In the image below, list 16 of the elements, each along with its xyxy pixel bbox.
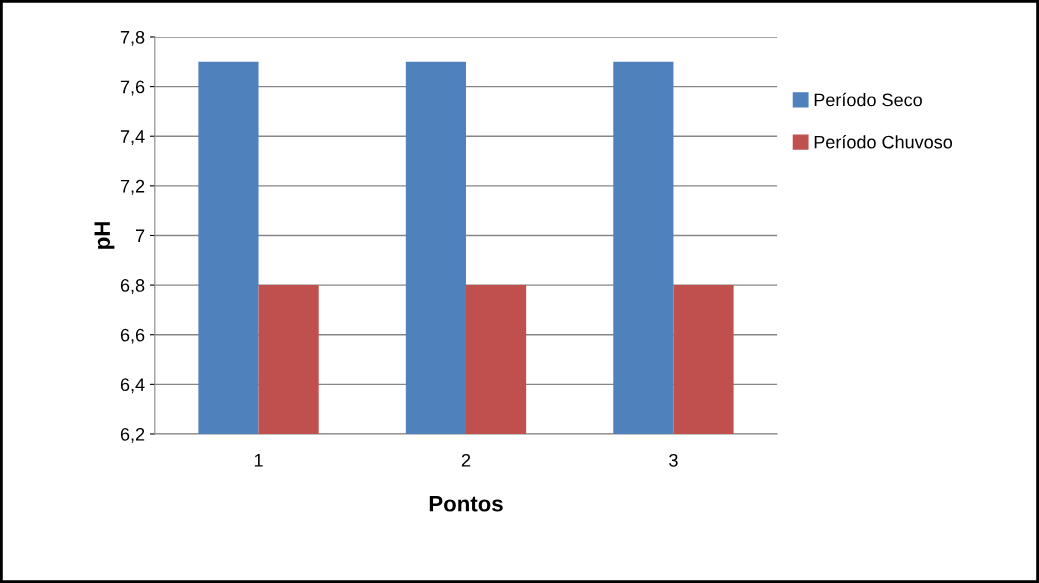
y-tick-label: 7 bbox=[135, 229, 145, 243]
y-tick-label: 7,6 bbox=[120, 80, 145, 96]
y-tick-label: 6,4 bbox=[120, 378, 145, 394]
y-tick-label: 7,2 bbox=[120, 179, 145, 195]
y-axis-title: pH bbox=[94, 222, 115, 249]
x-tick-label: 1 bbox=[254, 454, 263, 467]
legend-label: Período Seco bbox=[814, 92, 922, 107]
x-tick-label: 3 bbox=[669, 453, 678, 467]
y-tick-label: 6,8 bbox=[120, 279, 145, 294]
y-tick-label: 6,2 bbox=[120, 427, 145, 443]
y-tick-label: 6,6 bbox=[120, 328, 145, 344]
legend-label: Período Chuvoso bbox=[814, 135, 953, 149]
y-tick-label: 7,8 bbox=[120, 30, 145, 46]
x-tick-label: 2 bbox=[461, 453, 471, 467]
y-tick-label: 7,4 bbox=[120, 130, 145, 146]
x-axis-title: Pontos bbox=[429, 496, 503, 512]
